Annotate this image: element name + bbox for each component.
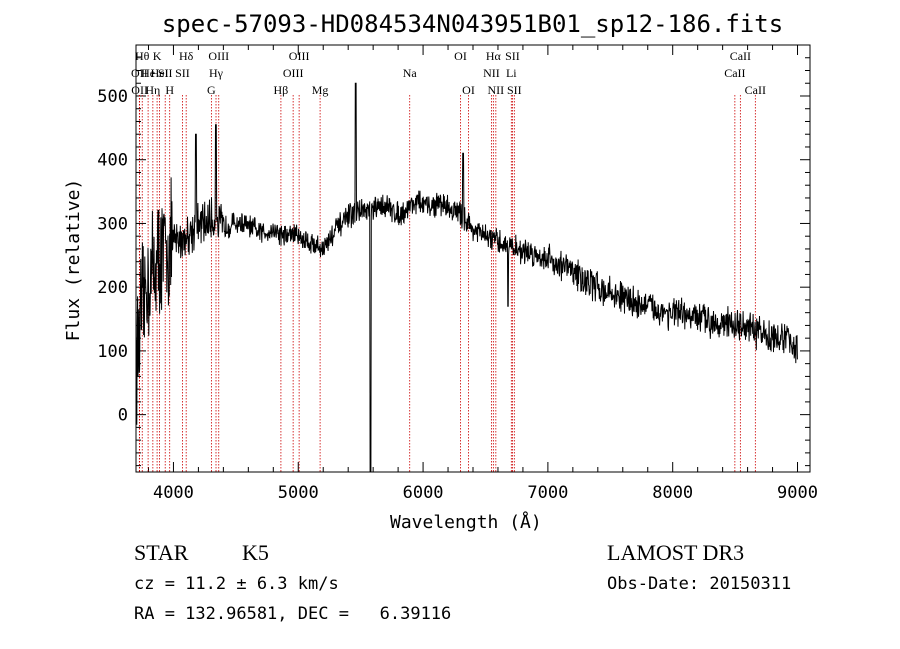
line-marker-label: H bbox=[165, 83, 174, 97]
line-marker-label: Na bbox=[403, 66, 418, 80]
line-marker-label: CaII bbox=[745, 83, 766, 97]
line-marker-label: Hδ bbox=[179, 49, 194, 63]
x-tick-label: 6000 bbox=[403, 483, 444, 503]
line-marker-label: HeI bbox=[151, 66, 169, 80]
x-tick-label: 7000 bbox=[527, 483, 568, 503]
line-marker-label: SII bbox=[507, 83, 522, 97]
line-marker-label: G bbox=[207, 83, 216, 97]
line-marker-label: SII bbox=[505, 49, 520, 63]
line-marker-label: Hγ bbox=[209, 66, 224, 80]
line-marker-label: Hβ bbox=[274, 83, 289, 97]
star-subclass: K5 bbox=[242, 540, 269, 565]
line-marker-label: OII bbox=[131, 66, 148, 80]
line-marker-label: OI bbox=[462, 83, 475, 97]
spectrum-line bbox=[135, 82, 798, 473]
line-marker-label: NII bbox=[483, 66, 500, 80]
star-class: STAR bbox=[134, 540, 189, 565]
x-tick-label: 9000 bbox=[777, 483, 818, 503]
line-marker-label: OIII bbox=[283, 66, 304, 80]
line-marker-label: Mg bbox=[312, 83, 329, 97]
y-tick-label: 400 bbox=[97, 151, 128, 171]
line-marker-label: SII bbox=[175, 66, 190, 80]
y-tick-label: 200 bbox=[97, 278, 128, 298]
plot-frame bbox=[135, 44, 811, 473]
y-axis-label: Flux (relative) bbox=[63, 178, 84, 342]
line-marker-label: Hη bbox=[145, 83, 160, 97]
y-tick-label: 0 bbox=[118, 406, 128, 426]
x-axis-label: Wavelength (Å) bbox=[390, 512, 542, 533]
ra-dec-coords: RA = 132.96581, DEC = 6.39116 bbox=[134, 604, 452, 624]
line-marker-label: SII bbox=[158, 66, 173, 80]
chart-title: spec-57093-HD084534N043951B01_sp12-186.f… bbox=[161, 10, 784, 38]
line-marker-label: CaII bbox=[724, 66, 745, 80]
line-marker-label: He bbox=[141, 66, 155, 80]
line-marker-label: OII bbox=[131, 83, 148, 97]
survey-name: LAMOST DR3 bbox=[607, 540, 745, 565]
x-tick-label: 4000 bbox=[153, 483, 194, 503]
x-tick-label: 5000 bbox=[278, 483, 319, 503]
line-marker-label: Li bbox=[506, 66, 517, 80]
line-marker-label: OI bbox=[454, 49, 467, 63]
obs-date: Obs-Date: 20150311 bbox=[607, 574, 792, 594]
y-tick-label: 100 bbox=[97, 342, 128, 362]
redshift-cz: cz = 11.2 ± 6.3 km/s bbox=[134, 574, 339, 594]
line-marker-label: OIII bbox=[289, 49, 310, 63]
line-marker-label: OIII bbox=[208, 49, 229, 63]
x-tick-label: 8000 bbox=[652, 483, 693, 503]
line-marker-label: NII bbox=[488, 83, 505, 97]
y-tick-label: 300 bbox=[97, 214, 128, 234]
line-marker-label: K bbox=[153, 49, 162, 63]
line-marker-label: CaII bbox=[730, 49, 751, 63]
line-marker-label: Hα bbox=[486, 49, 502, 63]
y-tick-label: 500 bbox=[97, 87, 128, 107]
line-marker-label: Hθ bbox=[135, 49, 150, 63]
